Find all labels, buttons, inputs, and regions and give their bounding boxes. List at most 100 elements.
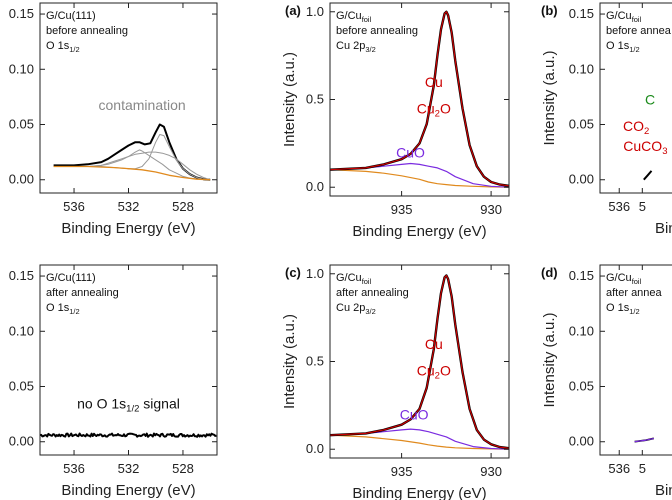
annotation: Cu: [425, 336, 443, 352]
panel-info-line: Cu 2p3/2: [336, 302, 376, 316]
x-axis-label: Binding: [655, 482, 672, 499]
series-line-3: [330, 274, 509, 449]
y-tick-label: 0.15: [569, 6, 594, 21]
y-tick-label: 0.15: [9, 6, 34, 21]
y-tick-label: 0.05: [569, 117, 594, 132]
annotation: contamination: [99, 97, 186, 113]
annotation: CuO: [400, 406, 429, 422]
y-axis-label: Intensity (a.u.): [541, 312, 558, 407]
y-tick-label: 0.05: [569, 379, 594, 394]
panel-label: (d): [541, 265, 558, 280]
annotation: Cu: [425, 74, 443, 90]
y-tick-label: 0.00: [9, 434, 34, 449]
series-group: [643, 170, 653, 181]
x-axis-label: Binding Energy (eV): [352, 485, 486, 500]
series-group: [330, 10, 509, 188]
series-line-4: [53, 165, 211, 181]
x-tick-label: 536: [63, 461, 85, 476]
panel-info-line: after annea: [606, 287, 663, 299]
y-tick-label: 0.05: [9, 379, 34, 394]
panel-info-line: G/Cu(111): [46, 272, 96, 284]
y-tick-label: 1.0: [306, 266, 324, 281]
panel-info-line: before annealing: [46, 25, 128, 37]
panel-info-line: after annealing: [336, 287, 409, 299]
series-line-1: [634, 437, 654, 443]
x-tick-label: 528: [172, 461, 194, 476]
panel-c: 935 930 0.0 0.5 1.0 Binding Energy (eV) Intens…: [281, 264, 510, 500]
x-tick-label: 935: [391, 202, 413, 217]
annotation: CO2: [623, 118, 649, 137]
y-tick-label: 0.10: [569, 323, 594, 338]
y-axis-label: Intensity (a.u.): [281, 314, 298, 409]
series-line-0: [40, 432, 217, 438]
series-group: [40, 432, 217, 438]
x-tick-label: 536: [608, 461, 630, 476]
panel-info-line: O 1s1/2: [46, 40, 80, 54]
x-tick-label: 536: [63, 199, 85, 214]
annotation: Cu2O: [417, 101, 451, 120]
panel-b: 536 5 0.00 0.05 0.10 0.15 Binding Intensity (a.…: [541, 2, 672, 237]
series-line-0: [643, 170, 653, 181]
annotation: no O 1s1/2 signal: [77, 396, 180, 415]
x-tick-label: 5: [639, 461, 646, 476]
x-axis-label: Binding Energy (eV): [61, 482, 195, 499]
x-tick-label: 930: [480, 464, 502, 479]
series-group: [53, 123, 211, 181]
panel-info-line: G/Cufoil: [606, 272, 642, 286]
x-tick-label: 5: [639, 199, 646, 214]
series-line-3: [330, 11, 509, 187]
y-tick-label: 0.15: [569, 268, 594, 283]
panel-info-line: Cu 2p3/2: [336, 40, 376, 54]
panel-p1: 536 532 528 0.00 0.05 0.10 0.15 Binding Energy …: [9, 2, 218, 237]
series-line-1: [330, 428, 509, 450]
y-tick-label: 0.0: [306, 179, 324, 194]
panel-label: (b): [541, 3, 558, 18]
y-tick-label: 0.10: [9, 323, 34, 338]
series-group: [634, 437, 654, 443]
panel-info-line: after annealing: [46, 287, 119, 299]
series-group: [330, 274, 509, 450]
y-tick-label: 0.00: [569, 172, 594, 187]
annotation: CuCO3: [623, 138, 667, 157]
y-tick-label: 1.0: [306, 4, 324, 19]
axes-frame: [599, 2, 672, 194]
y-tick-label: 0.5: [306, 354, 324, 369]
panel-info-line: G/Cu(111): [46, 10, 96, 22]
series-line-0: [330, 169, 509, 188]
y-tick-label: 0.5: [306, 92, 324, 107]
y-axis-label: Intensity (a.u.): [541, 50, 558, 145]
y-tick-label: 0.15: [9, 268, 34, 283]
y-tick-label: 0.10: [9, 61, 34, 76]
panel-d: 536 5 0.00 0.05 0.10 0.15 Binding Intensity (a.…: [541, 264, 672, 499]
panel-info-line: G/Cufoil: [336, 272, 372, 286]
panel-info-line: O 1s1/2: [46, 302, 80, 316]
x-tick-label: 930: [480, 202, 502, 217]
series-line-1: [53, 151, 211, 181]
x-tick-label: 532: [118, 199, 140, 214]
x-axis-label: Binding Energy (eV): [61, 220, 195, 237]
x-tick-label: 935: [391, 464, 413, 479]
axes-frame: [599, 264, 672, 456]
panel-info-line: before annea: [606, 25, 672, 37]
x-axis-label: Binding: [655, 220, 672, 237]
panel-info-line: O 1s1/2: [606, 40, 640, 54]
x-tick-label: 528: [172, 199, 194, 214]
x-tick-label: 536: [608, 199, 630, 214]
annotation: C: [645, 92, 655, 108]
panel-info-line: G/Cufoil: [606, 10, 642, 24]
panel-info-line: G/Cufoil: [336, 10, 372, 24]
y-axis-label: Intensity (a.u.): [281, 52, 298, 147]
panel-a: 935 930 0.0 0.5 1.0 Binding Energy (eV) Intens…: [281, 2, 510, 240]
panel-label: (c): [285, 265, 301, 280]
y-tick-label: 0.00: [9, 172, 34, 187]
y-tick-label: 0.0: [306, 441, 324, 456]
panel-p2: 536 532 528 0.00 0.05 0.10 0.15 Binding Energy …: [9, 264, 218, 499]
y-tick-label: 0.10: [569, 61, 594, 76]
y-tick-label: 0.00: [569, 434, 594, 449]
series-line-0: [330, 434, 509, 450]
x-tick-label: 532: [118, 461, 140, 476]
annotation: Cu2O: [417, 363, 451, 382]
series-line-1: [330, 162, 509, 188]
x-axis-label: Binding Energy (eV): [352, 223, 486, 240]
